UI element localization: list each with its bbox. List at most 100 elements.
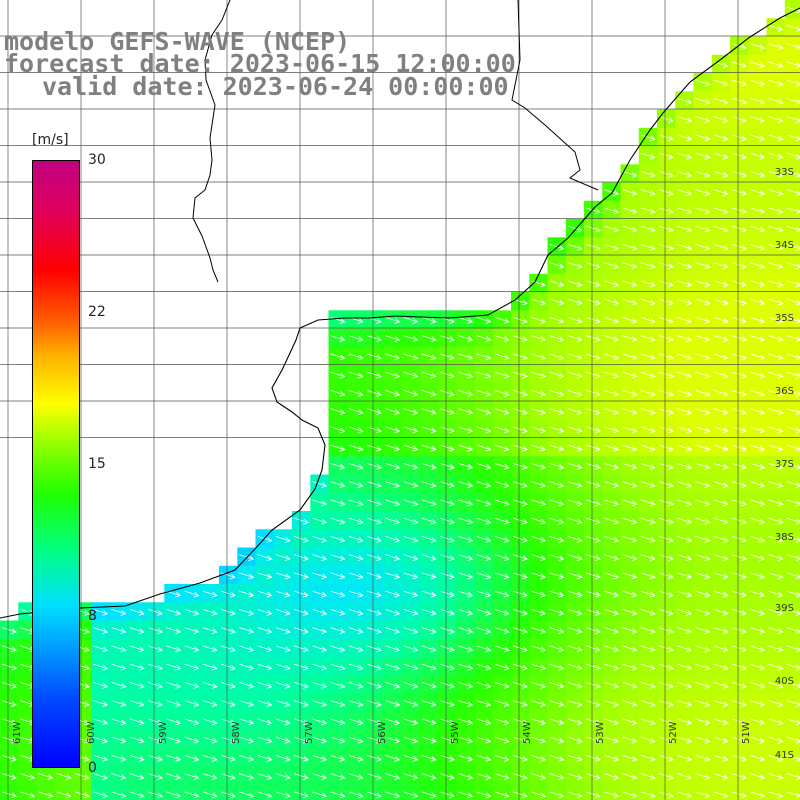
wind-speed-cell <box>784 784 800 800</box>
wind-arrow <box>312 608 328 616</box>
wind-speed-cell <box>784 310 800 330</box>
wind-arrow <box>750 481 766 489</box>
wind-arrow <box>659 572 674 580</box>
wind-arrow <box>385 335 401 343</box>
wind-arrow <box>348 627 364 635</box>
wind-arrow <box>111 773 127 781</box>
wind-arrow <box>768 517 784 525</box>
wind-arrow <box>367 517 382 525</box>
wind-arrow <box>367 700 382 708</box>
wind-arrow <box>184 681 200 689</box>
wind-arrow <box>494 408 510 416</box>
legend-tick-30: 30 <box>88 152 106 168</box>
wind-arrow <box>659 335 674 343</box>
wind-speed-cell <box>328 784 348 800</box>
wind-arrow <box>586 225 601 233</box>
wind-speed-cell <box>784 383 800 403</box>
wind-arrow <box>768 207 784 215</box>
wind-arrow <box>622 627 638 635</box>
wind-arrow <box>385 371 401 379</box>
wind-arrow <box>221 754 236 762</box>
wind-arrow <box>786 116 800 124</box>
wind-arrow <box>677 517 693 525</box>
wind-arrow <box>440 572 455 580</box>
wind-arrow <box>750 736 766 744</box>
wind-arrow <box>275 754 291 762</box>
wind-arrow <box>348 718 364 726</box>
wind-arrow <box>786 189 800 197</box>
wind-arrow <box>659 262 674 270</box>
wind-arrow <box>586 462 601 470</box>
wind-arrow <box>385 499 401 507</box>
wind-arrow <box>367 408 382 416</box>
wind-arrow <box>129 736 145 744</box>
wind-arrow <box>713 134 729 142</box>
wind-arrow <box>184 773 200 781</box>
wind-arrow <box>385 444 401 452</box>
wind-arrow <box>476 335 492 343</box>
wind-arrow <box>695 645 711 653</box>
wind-arrow <box>640 462 656 470</box>
wind-arrow <box>458 754 474 762</box>
wind-arrow <box>403 481 419 489</box>
wind-arrow <box>786 335 800 343</box>
wind-arrow <box>330 481 346 489</box>
wind-arrow <box>367 608 382 616</box>
color-scale-bar <box>32 160 80 768</box>
wind-arrow <box>732 262 747 270</box>
wind-arrow <box>458 499 474 507</box>
wind-arrow <box>348 462 364 470</box>
wind-arrow <box>348 645 364 653</box>
wind-speed-cell <box>784 657 800 676</box>
wind-arrow <box>385 572 401 580</box>
wind-arrow <box>239 700 255 708</box>
wind-arrow <box>640 554 656 562</box>
wind-arrow <box>750 389 766 397</box>
wind-arrow <box>640 499 656 507</box>
wind-arrow <box>476 681 492 689</box>
lon-label-55w: 55W <box>450 721 461 744</box>
wind-arrow <box>640 754 656 762</box>
wind-arrow <box>513 517 528 525</box>
wind-arrow <box>129 718 145 726</box>
wind-arrow <box>640 681 656 689</box>
wind-arrow <box>403 353 419 361</box>
wind-speed-cell <box>54 784 74 800</box>
wind-arrow <box>129 663 145 671</box>
wind-arrow <box>312 791 328 799</box>
wind-arrow <box>622 718 638 726</box>
wind-speed-cell <box>784 711 800 731</box>
wind-arrow <box>622 554 638 562</box>
wind-arrow <box>421 426 437 434</box>
wind-speed-cell <box>73 784 92 800</box>
wind-arrow <box>476 481 492 489</box>
wind-arrow <box>622 462 638 470</box>
wind-arrow <box>367 353 382 361</box>
wind-arrow <box>604 572 620 580</box>
lon-label-59w: 59W <box>158 721 169 744</box>
wind-speed-cell <box>784 255 800 275</box>
wind-arrow <box>549 371 565 379</box>
wind-arrow <box>750 645 766 653</box>
wind-arrow <box>275 791 291 799</box>
wind-arrow <box>312 554 328 562</box>
wind-arrow <box>330 663 346 671</box>
wind-arrow <box>695 152 711 160</box>
wind-speed-cell <box>784 91 800 111</box>
wind-arrow <box>330 371 346 379</box>
wind-arrow <box>659 152 674 160</box>
wind-arrow <box>330 681 346 689</box>
wind-arrow <box>768 79 784 87</box>
wind-arrow <box>713 280 729 288</box>
wind-arrow <box>732 389 747 397</box>
wind-arrow <box>640 718 656 726</box>
wind-arrow <box>640 134 656 142</box>
wind-arrow <box>750 663 766 671</box>
wind-arrow <box>695 189 711 197</box>
wind-speed-cell <box>784 638 800 658</box>
wind-arrow <box>659 773 674 781</box>
wind-arrow <box>567 681 583 689</box>
wind-arrow <box>494 316 510 324</box>
wind-arrow <box>695 353 711 361</box>
